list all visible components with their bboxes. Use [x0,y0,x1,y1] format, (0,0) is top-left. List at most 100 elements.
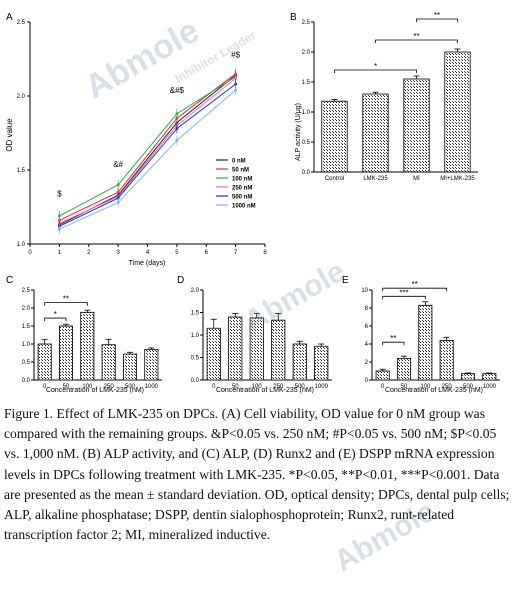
panel-a-point [234,76,238,80]
panel-a-legend-label: 50 nM [232,168,249,174]
panel-a-legend-label: 500 nM [232,195,252,201]
panel-c-xtick-label: 1000 [145,384,159,390]
panel-c-ytick-label: 0.0 [22,378,31,384]
panel-b-xtick-label: MI+LMK-235 [440,176,475,182]
panel-a-xtick-label: 3 [116,250,120,256]
panel-e-bar [418,304,433,381]
panel-e-sig-label: *** [399,288,408,297]
panel-a-xtick-label: 2 [87,250,91,256]
panel-d-xlabel: Concentration of LMK-235 (nM) [216,387,314,394]
panel-c-label: C [6,275,13,286]
panel-e-ytick-label: 8 [365,306,369,312]
panel-d-bar [292,343,307,381]
figure-caption: Figure 1. Effect of LMK-235 on DPCs. (A)… [4,406,510,543]
panel-e-xtick-label: 250 [442,384,453,390]
panel-b-ytick-label: 1.0 [302,110,311,116]
panel-a-series-line [59,89,236,230]
panel-c-xtick-label: 250 [104,384,115,390]
panel-d-xtick-label: 250 [273,384,284,390]
panel-d-bar [249,317,264,381]
panel-e-xtick-label: 0 [381,384,385,390]
panel-a-series-line [59,73,236,221]
panel-e-xtick-label: 500 [463,384,474,390]
panel-b-sig-bracket [334,69,417,73]
panel-e-ytick-label: 6 [365,324,369,330]
panel-a-point [234,88,238,92]
panel-d-label: D [177,275,184,286]
panel-c-sig-label: ** [63,295,69,304]
panel-b-ytick-label: 1.5 [302,80,311,86]
panel-c-bar [37,343,52,381]
panel-a-xtick-label: 8 [263,250,267,256]
panel-a-annotation: #$ [231,51,240,60]
panel-a-xtick-label: 4 [146,250,150,256]
panel-d-bar [271,319,286,381]
panel-a-xtick-label: 0 [28,250,32,256]
panel-d-ytick-label: 0.5 [191,356,200,362]
panel-d-ytick-label: 1.0 [191,333,200,339]
panel-b-bar [403,78,430,173]
panel-b-sig-label: ** [434,11,440,20]
panel-a-legend-label: 0 nM [232,159,246,165]
panel-a-xtick-label: 5 [175,250,179,256]
panel-a-point [57,227,61,231]
panel-a-point [175,127,179,130]
panel-e-bar [439,339,454,381]
panel-a-ytick-label: 1.0 [17,242,26,248]
panel-b-ytick-label: 0.5 [302,140,311,146]
panel-d-ytick-label: 0.0 [191,378,200,384]
panel-e-sig-bracket [382,287,448,292]
panel-b-ytick-label: 0.0 [302,170,311,176]
panel-d-ytick-label: 1.5 [191,311,200,317]
panel-e-sig-label: ** [412,280,418,289]
panel-c-sig-bracket [44,317,67,322]
panel-a-ytick-label: 1.5 [17,168,26,174]
panel-e-ytick-label: 0 [365,378,369,384]
panel-b-sig-label: ** [413,32,419,41]
panel-d-xtick-label: 100 [252,384,263,390]
panel-c-ytick-label: 1.0 [22,342,31,348]
panel-c-ytick-label: 2.5 [22,288,31,294]
panel-b-bar [444,51,471,173]
panel-a-annotation: $ [57,190,62,199]
panel-b-sig-bracket [375,39,458,43]
panel-a-series-line [59,76,236,217]
panel-e-xlabel: Concentration of LMK-235 (nM) [385,387,483,394]
panel-a-series-line [59,77,236,224]
panel-a-ytick-label: 2.5 [17,20,26,26]
panel-a-point [175,139,179,142]
panel-b-ylabel: ALP activity (U/μg) [295,103,302,161]
panel-e-bar [396,357,412,381]
panel-c-sig-label: * [54,310,57,319]
panel-b-xtick-label: MI [413,176,420,182]
panel-c-bar [101,344,116,381]
panel-e-ytick-label: 2 [365,360,369,366]
panel-d-bar [206,327,221,381]
panel-b-xtick-label: LMK-235 [363,176,388,182]
panel-c-ytick-label: 2.0 [22,306,31,312]
panel-c-xlabel: Concentration of LMK-235 (nM) [46,387,144,394]
panel-e-ytick-label: 4 [365,342,369,348]
panel-e-bar [460,373,476,381]
panel-b-sig-bracket [416,18,458,22]
panel-a-xlabel: Time (days) [129,260,166,267]
panel-a-point [175,112,179,116]
panel-c-bar [144,348,159,381]
panel-b-bar [321,100,348,173]
panel-b-xtick-label: Control [325,176,344,182]
panel-a-point [116,183,120,187]
panel-b-sig-label: * [374,62,377,71]
panel-b-ytick-label: 2.5 [302,20,311,26]
panel-d-ytick-label: 2.0 [191,288,200,294]
panel-e-label: E [342,275,349,286]
panel-e-sig-label: ** [390,334,396,343]
panel-a-annotation: &# [113,160,123,169]
panel-a-legend-label: 100 nM [232,177,252,183]
panel-c-xtick-label: 50 [63,384,70,390]
panel-d-xtick-label: 50 [232,384,239,390]
panel-c-bar [122,353,138,381]
panel-e-xtick-label: 50 [401,384,408,390]
panel-a-point [234,82,238,86]
panel-e-ytick-label: 10 [361,288,368,294]
panel-a-annotation: &#$ [170,86,185,95]
